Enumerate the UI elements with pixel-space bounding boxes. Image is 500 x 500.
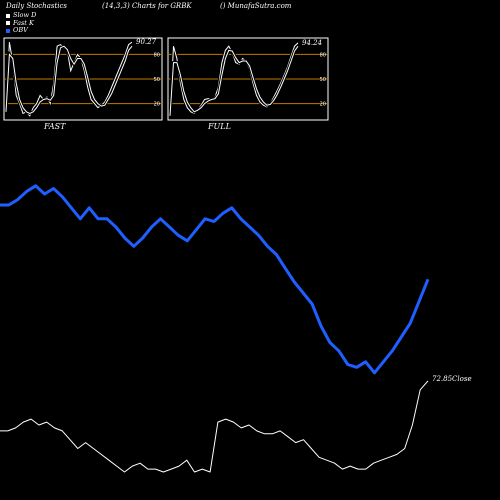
legend: Slow D Fast K OBV — [6, 11, 37, 35]
legend-label-slow-d: Slow D — [13, 11, 37, 19]
close-line — [0, 380, 429, 473]
full-series-line-0 — [169, 42, 299, 116]
close-last-value-label: 72.85Close — [432, 375, 472, 383]
legend-item-fast-k: Fast K — [6, 18, 36, 28]
legend-label-obv: OBV — [13, 26, 28, 34]
fast-series-line-1 — [5, 45, 133, 114]
fast-last-value-label: 90.27 — [136, 38, 157, 46]
fast-panel-title: FAST — [44, 122, 66, 131]
chart-heading-center: (14,3,3) Charts for GRBK — [102, 2, 192, 10]
full-tick-label-80: 80 — [320, 52, 326, 58]
legend-item-obv: OBV — [6, 26, 36, 35]
full-tick-label-50: 50 — [320, 77, 326, 83]
legend-swatch-fast-k — [6, 21, 10, 26]
chart-heading-left: Daily Stochastics — [6, 2, 68, 10]
full-panel-title: FULL — [208, 122, 231, 131]
full-tick-label-20: 20 — [320, 102, 326, 108]
chart-heading-right: () MunafaSutra.com — [220, 2, 292, 10]
fast-tick-label-50: 50 — [154, 77, 160, 83]
fast-tick-label-80: 80 — [154, 52, 160, 58]
obv-line — [0, 184, 430, 375]
legend-item-slow-d: Slow D — [6, 11, 37, 20]
fast-tick-label-20: 20 — [154, 102, 160, 108]
full-last-value-label: 94.24 — [302, 39, 322, 47]
full-series-line-1 — [169, 45, 299, 116]
legend-label-fast-k: Fast K — [13, 18, 34, 27]
legend-swatch-slow-d — [6, 13, 10, 18]
legend-swatch-obv — [6, 28, 10, 33]
